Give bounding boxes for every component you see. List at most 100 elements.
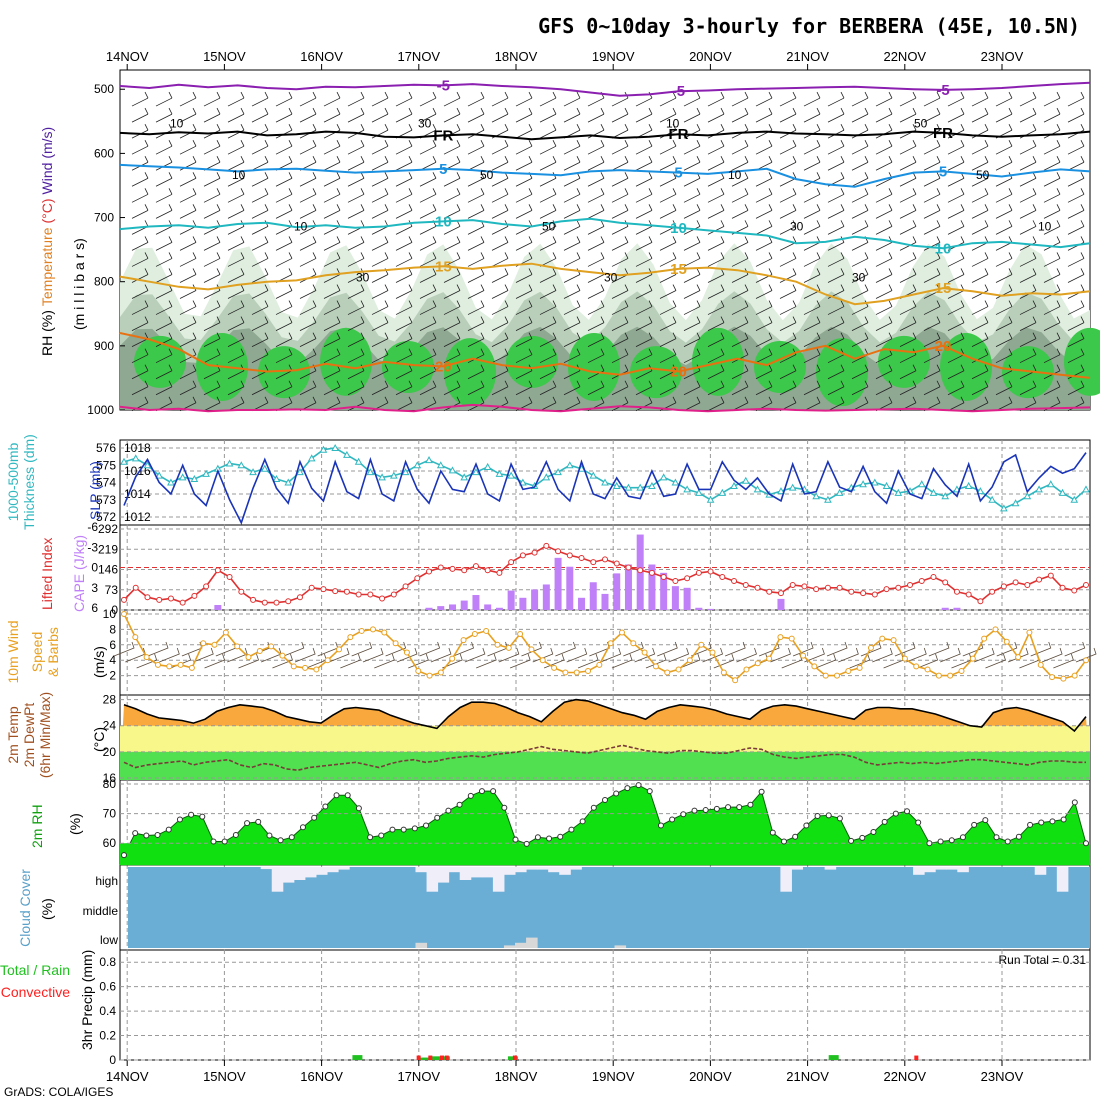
wind-barb bbox=[827, 300, 845, 315]
wind-speed-series-point bbox=[709, 649, 716, 656]
wind-barb bbox=[539, 91, 557, 107]
wind-barb bbox=[323, 316, 341, 331]
isotherm-line bbox=[119, 130, 1091, 141]
lifted-index-series-point bbox=[930, 573, 937, 580]
wind-barb bbox=[683, 91, 701, 107]
rh-contour-label: 30 bbox=[356, 271, 370, 285]
wind-barb bbox=[947, 156, 965, 171]
wind-barb bbox=[635, 316, 653, 331]
wind-barb bbox=[779, 364, 797, 380]
wind-barb bbox=[587, 204, 605, 219]
wind-barb bbox=[827, 140, 845, 155]
wind-barb bbox=[443, 236, 461, 251]
surface-wind-barb bbox=[340, 653, 361, 669]
wind-barb bbox=[1043, 268, 1061, 283]
wind-barb bbox=[155, 220, 173, 235]
upper-air-ylabel: RH (%) Temperature (°C) Wind (m/s) bbox=[39, 127, 55, 356]
rh-contour-label: 30 bbox=[852, 271, 866, 285]
wind-barb bbox=[443, 252, 461, 267]
wind-barb bbox=[227, 316, 245, 331]
wind-barb bbox=[827, 204, 845, 219]
surface-wind-barb bbox=[113, 641, 135, 657]
wind-barb bbox=[515, 140, 533, 155]
surface-wind-barb bbox=[1075, 647, 1097, 663]
rh2m-point bbox=[769, 829, 776, 836]
wind-barb bbox=[971, 332, 989, 347]
isotherm-label: 5 bbox=[939, 163, 947, 180]
precip-ylabel: 3hr Precip (mm) bbox=[79, 950, 95, 1050]
wind-speed-series-point bbox=[901, 655, 908, 662]
wind-barb bbox=[443, 380, 461, 396]
surface-wind-barb bbox=[589, 641, 610, 657]
wind-barb bbox=[323, 380, 341, 396]
wind-barb bbox=[635, 380, 653, 396]
wind-barb bbox=[419, 172, 437, 187]
wind-barb bbox=[1019, 107, 1037, 123]
wind-barb bbox=[323, 284, 341, 299]
wind-speed-series-point bbox=[924, 666, 931, 673]
wind-barb bbox=[1043, 380, 1061, 396]
surface-wind-barb bbox=[940, 647, 961, 663]
wind-barb bbox=[635, 156, 653, 171]
lifted-index-series-point bbox=[355, 591, 362, 598]
wind-barb bbox=[419, 252, 437, 267]
wind-barb bbox=[155, 91, 173, 107]
wind-barb bbox=[539, 348, 557, 364]
wind-barb bbox=[995, 300, 1013, 315]
surface-wind-barb bbox=[498, 647, 520, 663]
wind-barb bbox=[203, 348, 221, 364]
wind-barb bbox=[995, 348, 1013, 364]
thickness-series-point bbox=[718, 488, 727, 496]
surface-wind-barb bbox=[657, 641, 678, 657]
wind-barb bbox=[539, 188, 557, 203]
wind-barb bbox=[131, 348, 149, 364]
rh2m-point bbox=[367, 834, 374, 841]
wind-barb bbox=[947, 188, 965, 203]
lifted-index-series-point bbox=[191, 592, 198, 599]
wind-barb bbox=[851, 140, 869, 155]
wind-barb bbox=[1043, 396, 1061, 412]
rh2m-point bbox=[534, 834, 541, 841]
wind-barb bbox=[563, 188, 581, 203]
wind-barb bbox=[659, 380, 677, 396]
wind-barb bbox=[515, 332, 533, 347]
rh2m-point bbox=[881, 818, 888, 825]
thickness-series-point bbox=[1082, 485, 1090, 493]
wind-barb bbox=[851, 123, 869, 139]
cloud-high-bar bbox=[570, 867, 582, 870]
rh2m-point bbox=[478, 788, 485, 795]
wind-barb bbox=[659, 188, 677, 203]
wind-barb bbox=[155, 268, 173, 283]
wind-barb bbox=[395, 364, 413, 380]
bottom-date-label: 21NOV bbox=[786, 1069, 829, 1084]
wind-barb bbox=[131, 91, 149, 107]
cape-bar bbox=[777, 598, 785, 610]
thickness-series-point bbox=[401, 468, 410, 476]
wind-barb bbox=[875, 220, 893, 235]
wind-barb bbox=[395, 284, 413, 299]
wind-barb bbox=[899, 188, 917, 203]
wind-barb bbox=[419, 140, 437, 155]
wind-barb bbox=[251, 348, 269, 364]
wind-barb bbox=[1019, 348, 1037, 364]
wind-barb bbox=[371, 172, 389, 187]
thickness-series-point bbox=[331, 443, 340, 451]
wind-barb bbox=[227, 284, 245, 299]
wind-barb bbox=[899, 380, 917, 396]
wind-speed-series-point bbox=[596, 661, 603, 668]
wind-barb bbox=[683, 252, 701, 267]
precip-tick: 0 bbox=[109, 1053, 116, 1067]
wind-barb bbox=[203, 396, 221, 412]
wind-barb bbox=[443, 364, 461, 380]
surface-wind-barb bbox=[872, 647, 893, 663]
wind-barb bbox=[227, 156, 245, 171]
rh2m-point bbox=[378, 832, 385, 839]
wind-barb bbox=[419, 107, 437, 123]
wind-barb bbox=[539, 380, 557, 396]
wind-barb bbox=[971, 316, 989, 331]
wind-speed-series-point bbox=[381, 629, 388, 636]
wind-barb bbox=[227, 252, 245, 267]
wind-barb bbox=[299, 284, 317, 299]
wind-speed-series-point bbox=[132, 634, 139, 641]
wind-speed-series-point bbox=[166, 663, 173, 670]
